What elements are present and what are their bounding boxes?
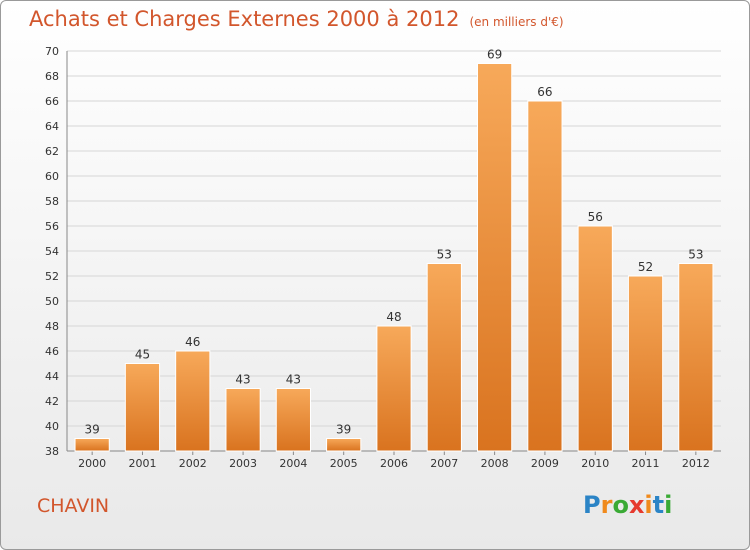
chart-title: Achats et Charges Externes 2000 à 2012 (e… [29,7,564,31]
y-tick-label: 42 [45,395,59,408]
proxiti-logo: Proxiti [583,491,672,519]
chart-title-unit: (en milliers d'€) [469,15,564,29]
data-label: 46 [185,335,200,349]
y-tick-label: 54 [45,245,59,258]
bar [175,350,211,452]
data-label: 56 [588,210,603,224]
bar [225,388,261,452]
bar [527,100,563,452]
commune-name: CHAVIN [37,495,110,517]
y-tick-label: 58 [45,195,59,208]
bar [326,438,362,452]
data-label: 43 [235,373,250,387]
labels: 38 40 42 44 46 48 50 52 54 56 58 60 62 64 66 68 70 39 2000… [45,45,710,470]
y-tick-label: 64 [45,120,59,133]
y-tick-label: 60 [45,170,59,183]
y-tick-label: 50 [45,295,59,308]
y-tick-label: 38 [45,445,59,458]
y-tick-label: 70 [45,45,59,58]
logo-letter: t [652,491,665,519]
x-tick-label: 2008 [481,457,509,470]
y-tick-label: 48 [45,320,59,333]
bar [477,63,513,452]
bar [124,363,161,452]
data-label: 66 [537,85,552,99]
x-tick-label: 2012 [682,457,710,470]
bar [376,325,412,452]
logo-letter: i [664,491,673,519]
logo-letter: x [628,491,645,519]
y-tick-label: 62 [45,145,59,158]
y-tick-label: 40 [45,420,59,433]
bar [627,275,664,452]
x-tick-label: 2004 [279,457,307,470]
y-tick-label: 52 [45,270,59,283]
y-tick-label: 68 [45,70,59,83]
bar [275,388,311,452]
x-tick-label: 2007 [430,457,458,470]
logo-letter: o [612,491,629,519]
chart-title-main: Achats et Charges Externes 2000 à 2012 [29,7,460,31]
data-label: 69 [487,48,502,62]
logo-letter: r [600,491,613,519]
bars [74,63,714,452]
x-tick-label: 2010 [581,457,609,470]
data-label: 52 [638,260,653,274]
x-tick-label: 2006 [380,457,408,470]
y-tick-label: 44 [45,370,59,383]
data-label: 43 [286,373,301,387]
x-tick-label: 2002 [179,457,207,470]
data-label: 53 [688,248,703,262]
data-label: 39 [336,423,351,437]
logo-letter: i [644,491,653,519]
y-tick-label: 66 [45,95,59,108]
x-tick-label: 2000 [78,457,106,470]
data-label: 39 [85,423,100,437]
y-tick-label: 56 [45,220,59,233]
bar [426,263,462,452]
data-label: 53 [437,248,452,262]
data-label: 48 [386,310,401,324]
data-label: 45 [135,348,150,362]
x-tick-label: 2005 [330,457,358,470]
bar [74,438,110,452]
x-tick-label: 2009 [531,457,559,470]
bar [678,263,714,452]
bar [577,225,613,452]
x-tick-label: 2001 [128,457,156,470]
x-tick-label: 2003 [229,457,257,470]
y-tick-label: 46 [45,345,59,358]
logo-letter: P [583,491,601,519]
x-tick-label: 2011 [632,457,660,470]
